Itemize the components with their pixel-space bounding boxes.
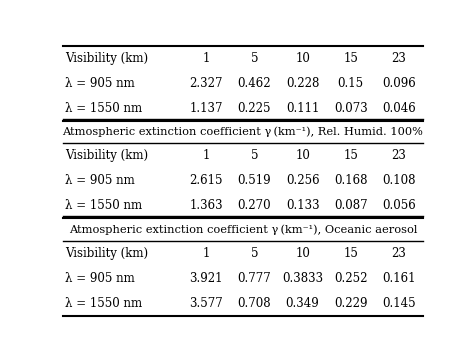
Text: 0.462: 0.462 bbox=[237, 77, 271, 90]
Text: 1: 1 bbox=[202, 149, 210, 162]
Text: 0.225: 0.225 bbox=[237, 102, 271, 115]
Text: Visibility (km): Visibility (km) bbox=[65, 52, 148, 65]
Text: 5: 5 bbox=[251, 149, 258, 162]
Text: 1: 1 bbox=[202, 247, 210, 260]
Text: 2.615: 2.615 bbox=[190, 174, 223, 187]
Text: 0.777: 0.777 bbox=[237, 272, 271, 285]
Text: 0.229: 0.229 bbox=[334, 297, 367, 310]
Text: 0.145: 0.145 bbox=[382, 297, 416, 310]
Text: 1.137: 1.137 bbox=[190, 102, 223, 115]
Text: 1.363: 1.363 bbox=[190, 199, 223, 212]
Text: 0.108: 0.108 bbox=[382, 174, 416, 187]
Text: λ = 905 nm: λ = 905 nm bbox=[65, 77, 135, 90]
Text: 0.087: 0.087 bbox=[334, 199, 367, 212]
Text: 23: 23 bbox=[392, 149, 406, 162]
Text: 0.111: 0.111 bbox=[286, 102, 319, 115]
Text: 0.228: 0.228 bbox=[286, 77, 319, 90]
Text: 0.096: 0.096 bbox=[382, 77, 416, 90]
Text: 5: 5 bbox=[251, 52, 258, 65]
Text: 10: 10 bbox=[295, 247, 310, 260]
Text: 0.256: 0.256 bbox=[286, 174, 319, 187]
Text: Visibility (km): Visibility (km) bbox=[65, 149, 148, 162]
Text: 10: 10 bbox=[295, 52, 310, 65]
Text: 23: 23 bbox=[392, 247, 406, 260]
Text: λ = 1550 nm: λ = 1550 nm bbox=[65, 297, 142, 310]
Text: 10: 10 bbox=[295, 149, 310, 162]
Text: 5: 5 bbox=[251, 247, 258, 260]
Text: 0.073: 0.073 bbox=[334, 102, 368, 115]
Text: λ = 905 nm: λ = 905 nm bbox=[65, 272, 135, 285]
Text: 0.519: 0.519 bbox=[237, 174, 271, 187]
Text: Atmospheric extinction coefficient γ (km⁻¹), Oceanic aerosol: Atmospheric extinction coefficient γ (km… bbox=[69, 224, 417, 235]
Text: 15: 15 bbox=[343, 149, 358, 162]
Text: 0.252: 0.252 bbox=[334, 272, 367, 285]
Text: 0.168: 0.168 bbox=[334, 174, 367, 187]
Text: 0.161: 0.161 bbox=[382, 272, 416, 285]
Text: 23: 23 bbox=[392, 52, 406, 65]
Text: λ = 1550 nm: λ = 1550 nm bbox=[65, 102, 142, 115]
Text: λ = 905 nm: λ = 905 nm bbox=[65, 174, 135, 187]
Text: 0.15: 0.15 bbox=[337, 77, 364, 90]
Text: 0.133: 0.133 bbox=[286, 199, 319, 212]
Text: 0.349: 0.349 bbox=[286, 297, 319, 310]
Text: λ = 1550 nm: λ = 1550 nm bbox=[65, 199, 142, 212]
Text: 0.046: 0.046 bbox=[382, 102, 416, 115]
Text: Visibility (km): Visibility (km) bbox=[65, 247, 148, 260]
Text: 15: 15 bbox=[343, 52, 358, 65]
Text: 2.327: 2.327 bbox=[190, 77, 223, 90]
Text: 0.270: 0.270 bbox=[237, 199, 271, 212]
Text: 3.577: 3.577 bbox=[190, 297, 223, 310]
Text: 15: 15 bbox=[343, 247, 358, 260]
Text: 0.3833: 0.3833 bbox=[282, 272, 323, 285]
Text: 0.708: 0.708 bbox=[237, 297, 271, 310]
Text: 1: 1 bbox=[202, 52, 210, 65]
Text: 0.056: 0.056 bbox=[382, 199, 416, 212]
Text: 3.921: 3.921 bbox=[190, 272, 223, 285]
Text: Atmospheric extinction coefficient γ (km⁻¹), Rel. Humid. 100%: Atmospheric extinction coefficient γ (km… bbox=[63, 127, 423, 137]
